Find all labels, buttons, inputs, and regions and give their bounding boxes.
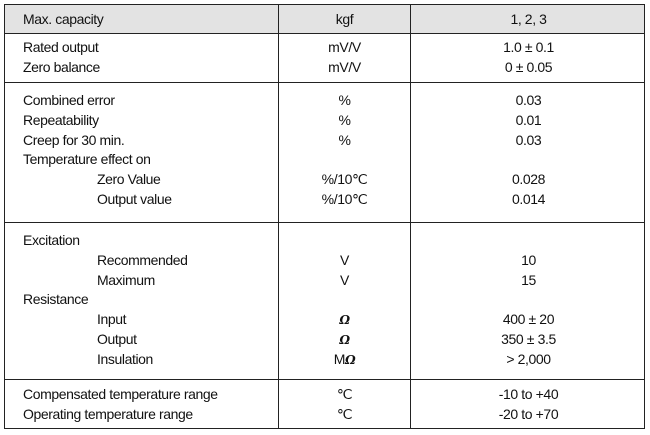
- row-label: Input: [97, 311, 127, 328]
- table-row: Zero Value %/10℃ 0.028: [5, 169, 644, 189]
- divider: [5, 222, 644, 223]
- table-row: Output value %/10℃ 0.014: [5, 189, 644, 209]
- row-label: Creep for 30 min.: [23, 131, 125, 148]
- row-unit: %/10℃: [321, 171, 368, 188]
- divider: [5, 379, 644, 380]
- row-label: Recommended: [97, 251, 188, 268]
- row-unit: mV/V: [328, 39, 361, 55]
- table-row: Temperature effect on: [5, 149, 644, 169]
- table-row: Rated output mV/V 1.0 ± 0.1: [5, 37, 644, 57]
- row-label: Output: [97, 331, 137, 347]
- row-label: Compensated temperature range: [23, 386, 218, 402]
- row-label: Combined error: [23, 92, 115, 108]
- table-row: Insulation MΩ > 2,000: [5, 349, 644, 369]
- row-value: > 2,000: [506, 350, 551, 367]
- divider: [5, 82, 644, 83]
- row-unit: %/10℃: [321, 191, 368, 207]
- row-unit: %: [338, 131, 351, 148]
- table-header: Max. capacity kgf 1, 2, 3: [5, 5, 644, 34]
- row-unit: ℃: [336, 405, 353, 422]
- column-divider: [410, 5, 411, 428]
- row-unit: Ω: [339, 313, 350, 328]
- row-unit: %: [338, 111, 351, 128]
- table-row: Maximum V 15: [5, 270, 644, 290]
- row-value: 0.028: [511, 171, 546, 188]
- row-value: 0.01: [515, 111, 542, 128]
- row-value: -10 to +40: [498, 386, 559, 402]
- table-row: Input Ω 400 ± 20: [5, 309, 644, 329]
- row-value: 400 ± 20: [502, 311, 555, 328]
- row-value: 0.03: [515, 131, 542, 148]
- row-label: Rated output: [23, 39, 99, 55]
- row-value: 1.0 ± 0.1: [503, 39, 554, 55]
- row-unit: V: [340, 251, 349, 268]
- row-unit: mV/V: [328, 58, 361, 75]
- row-value: 0 ± 0.05: [504, 58, 553, 75]
- header-parameter: Max. capacity: [23, 11, 104, 27]
- row-label: Temperature effect on: [23, 151, 151, 168]
- row-value: 0.03: [515, 92, 542, 108]
- row-label: Zero balance: [23, 58, 100, 75]
- table-row: Repeatability% 0.01: [5, 110, 644, 130]
- divider: [5, 33, 644, 34]
- header-row: Max. capacity kgf 1, 2, 3: [5, 9, 644, 29]
- table-row: Combined error% 0.03: [5, 90, 644, 110]
- spec-table: Max. capacity kgf 1, 2, 3 Rated output mV…: [4, 4, 645, 429]
- table-row: Creep for 30 min.% 0.03: [5, 130, 644, 150]
- row-value: 350 ± 3.5: [501, 331, 556, 347]
- table-row: Resistance: [5, 289, 644, 309]
- row-unit: Ω: [339, 333, 350, 347]
- row-label: Resistance: [23, 291, 89, 308]
- row-label: Excitation: [23, 232, 80, 248]
- table-row: Output Ω 350 ± 3.5: [5, 329, 644, 349]
- row-value: 0.014: [511, 191, 546, 207]
- table-row: Excitation: [5, 230, 644, 250]
- row-value: -20 to +70: [498, 405, 559, 422]
- row-label: Maximum: [97, 271, 155, 288]
- table-row: Zero balance mV/V 0 ± 0.05: [5, 57, 644, 77]
- row-unit: %: [338, 92, 351, 108]
- header-unit: kgf: [335, 11, 354, 27]
- row-label: Zero Value: [97, 171, 161, 188]
- row-unit: MΩ: [333, 350, 356, 367]
- row-value: 15: [521, 271, 536, 288]
- row-label: Operating temperature range: [23, 405, 193, 422]
- row-unit: V: [340, 271, 349, 288]
- table-row: Operating temperature range ℃ -20 to +70: [5, 404, 644, 424]
- row-value: 10: [521, 251, 536, 268]
- header-value: 1, 2, 3: [510, 11, 547, 27]
- row-unit: ℃: [336, 386, 353, 402]
- row-label: Insulation: [97, 350, 153, 367]
- row-label: Repeatability: [23, 111, 99, 128]
- table-row: Recommended V 10: [5, 250, 644, 270]
- row-label: Output value: [97, 191, 172, 207]
- column-divider: [278, 5, 279, 428]
- table-row: Compensated temperature range ℃ -10 to +40: [5, 384, 644, 404]
